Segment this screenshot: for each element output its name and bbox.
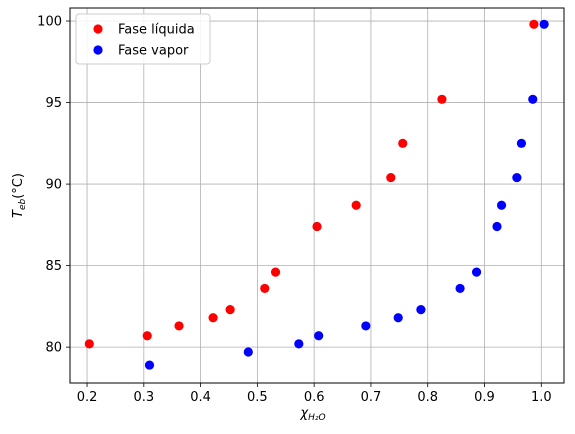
legend-box: [75, 13, 211, 65]
data-point: [294, 339, 304, 349]
data-point: [398, 138, 408, 148]
plot-frame: [69, 7, 565, 384]
data-point: [243, 347, 253, 357]
x-tick-label: 0.8: [417, 390, 438, 405]
legend: Fase líquida Fase vapor: [75, 13, 211, 65]
data-point: [492, 221, 502, 232]
data-point: [516, 138, 527, 148]
y-tick-label: 80: [45, 341, 62, 356]
legend-marker: [93, 45, 103, 55]
data-point: [416, 305, 426, 315]
x-tick-label: 0.4: [190, 390, 211, 405]
data-points: [84, 19, 549, 370]
data-point: [455, 283, 465, 294]
data-point: [437, 94, 447, 104]
y-axis-label-sub: eb: [18, 198, 28, 210]
x-tick-label: 0.7: [361, 390, 382, 405]
x-axis: 0.2 0.3 0.4 0.5 0.6 0.7 0.8 0.9 1.0: [77, 383, 552, 405]
data-point: [539, 19, 549, 29]
legend-marker: [93, 24, 103, 34]
data-point: [312, 221, 322, 232]
data-point: [361, 321, 371, 331]
grid-lines: [70, 8, 564, 383]
data-point: [142, 331, 152, 341]
x-tick-label: 0.9: [474, 390, 495, 405]
x-axis-label-sub: H₂O: [308, 413, 325, 423]
data-point: [496, 200, 507, 210]
x-axis-label: χH₂O: [299, 406, 325, 423]
y-axis-label: Teb(°C): [11, 173, 28, 218]
data-point: [512, 172, 522, 183]
y-tick-label: 95: [45, 96, 62, 111]
data-point: [84, 339, 94, 349]
data-point: [314, 331, 324, 341]
data-point: [270, 267, 281, 277]
data-point: [386, 172, 396, 183]
x-tick-label: 0.5: [247, 390, 268, 405]
data-point: [225, 305, 235, 315]
legend-label: Fase vapor: [118, 44, 189, 59]
data-point: [529, 19, 539, 29]
y-tick-label: 90: [45, 178, 62, 193]
y-axis: 80 85 90 95 100: [37, 15, 70, 356]
data-point: [393, 313, 403, 323]
data-point: [471, 267, 482, 277]
x-axis-label-main: χ: [299, 406, 309, 421]
x-tick-label: 1.0: [531, 390, 552, 405]
x-tick-label: 0.6: [304, 390, 325, 405]
data-point: [208, 313, 218, 323]
data-point: [528, 94, 538, 104]
data-point: [174, 321, 184, 331]
data-point: [260, 283, 270, 294]
data-point: [144, 360, 155, 370]
legend-label: Fase líquida: [118, 23, 195, 38]
y-tick-label: 100: [37, 15, 62, 30]
x-tick-label: 0.2: [77, 390, 98, 405]
y-axis-label-unit: (°C): [11, 173, 26, 199]
x-tick-label: 0.3: [133, 390, 154, 405]
y-tick-label: 85: [45, 259, 62, 274]
y-axis-label-main: T: [11, 209, 26, 218]
data-point: [351, 200, 361, 210]
